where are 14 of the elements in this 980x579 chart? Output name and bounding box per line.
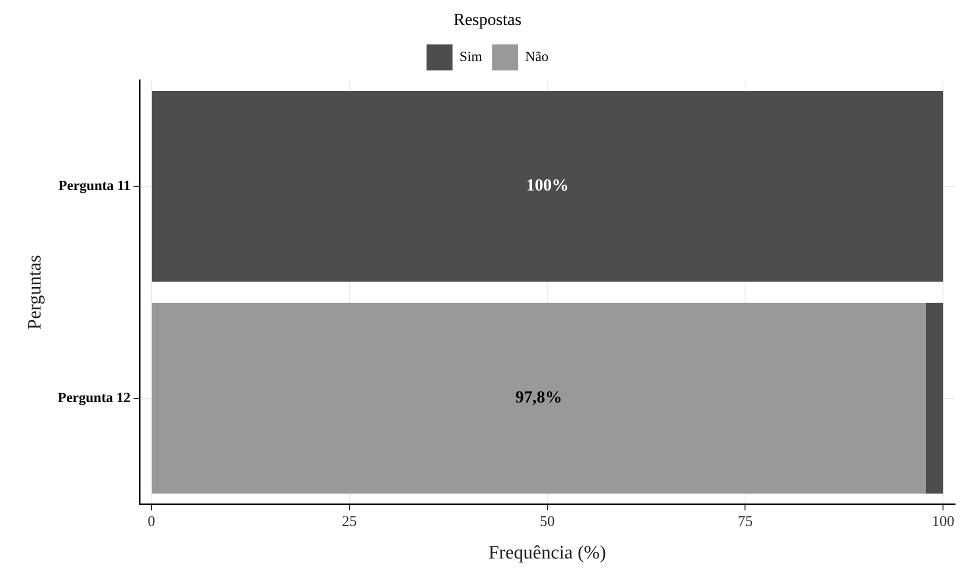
x-tick-label: 0 — [148, 514, 156, 530]
x-tick-label: 75 — [738, 514, 753, 530]
legend-label: Não — [525, 50, 548, 66]
x-tick-label: 100 — [932, 514, 954, 530]
x-tick-label: 25 — [342, 514, 357, 530]
x-tick-label: 50 — [540, 514, 555, 530]
y-axis-title: Perguntas — [24, 255, 46, 330]
legend-title: Respostas — [454, 10, 522, 29]
y-tick-label: Pergunta 12 — [58, 390, 131, 406]
data-label: 100% — [526, 176, 569, 195]
y-tick-label: Pergunta 11 — [58, 178, 131, 194]
data-label: 97,8% — [515, 388, 562, 407]
x-axis-title: Frequência (%) — [488, 542, 606, 564]
legend-label: Sim — [460, 50, 482, 66]
